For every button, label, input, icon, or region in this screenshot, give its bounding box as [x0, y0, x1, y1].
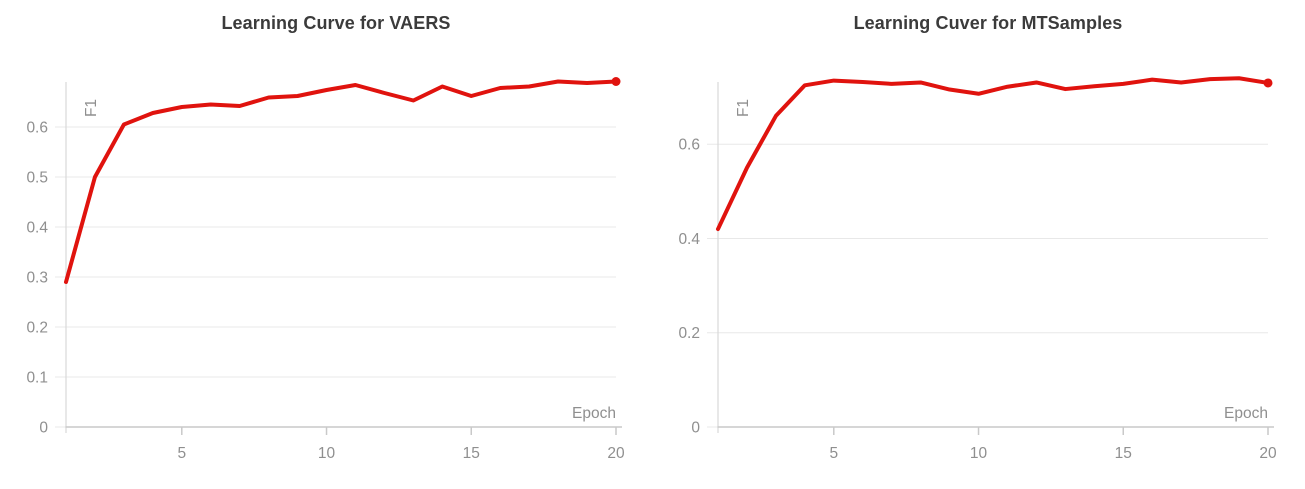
x-tick-label: 15: [463, 445, 480, 462]
y-tick-label: 0.1: [26, 370, 48, 387]
series-line: [716, 76, 1270, 232]
y-tick-label: 0.5: [26, 170, 48, 187]
chart-vaers: 0 0.1 0.2 0.3 0.4 0.5 0.6 5 10 15 20 Epoch F1 Learni…: [0, 0, 652, 489]
x-tick-label: 20: [607, 445, 625, 462]
x-axis-label: Epoch: [1224, 405, 1268, 422]
y-axis-label: F1: [735, 99, 752, 117]
plot-area-vaers: 0 0.1 0.2 0.3 0.4 0.5 0.6 5 10 15 20 Epoch F1: [26, 77, 625, 462]
y-tick-label: 0.3: [26, 270, 48, 287]
plot-area-mtsamples: 0 0.2 0.4 0.6 5 10 15 20 Epoch F1: [678, 76, 1277, 462]
x-tick-label: 10: [970, 445, 988, 462]
series-endpoint-marker: [611, 77, 621, 86]
x-tick-label: 15: [1115, 445, 1132, 462]
x-tick-label: 5: [177, 445, 186, 462]
y-tick-label: 0: [691, 420, 700, 437]
y-axis-label: F1: [83, 99, 100, 117]
y-tick-label: 0.4: [26, 220, 48, 237]
y-tick-label: 0.6: [678, 137, 700, 154]
series-endpoint-marker: [1263, 78, 1273, 88]
series-line: [64, 79, 618, 284]
x-tick-label: 5: [829, 445, 838, 462]
chart-title-mtsamples: Learning Cuver for MTSamples: [853, 13, 1123, 33]
y-tick-label: 0.2: [678, 325, 700, 342]
x-axis-label: Epoch: [572, 405, 616, 422]
x-tick-label: 20: [1259, 445, 1277, 462]
y-tick-label: 0.2: [26, 320, 48, 337]
chart-title-vaers: Learning Curve for VAERS: [221, 13, 451, 33]
x-tick-label: 10: [318, 445, 336, 462]
y-tick-label: 0: [39, 420, 48, 437]
chart-mtsamples: 0 0.2 0.4 0.6 5 10 15 20 Epoch F1 Learning Cuver …: [652, 0, 1304, 489]
y-tick-label: 0.4: [678, 231, 700, 248]
y-tick-label: 0.6: [26, 120, 48, 137]
